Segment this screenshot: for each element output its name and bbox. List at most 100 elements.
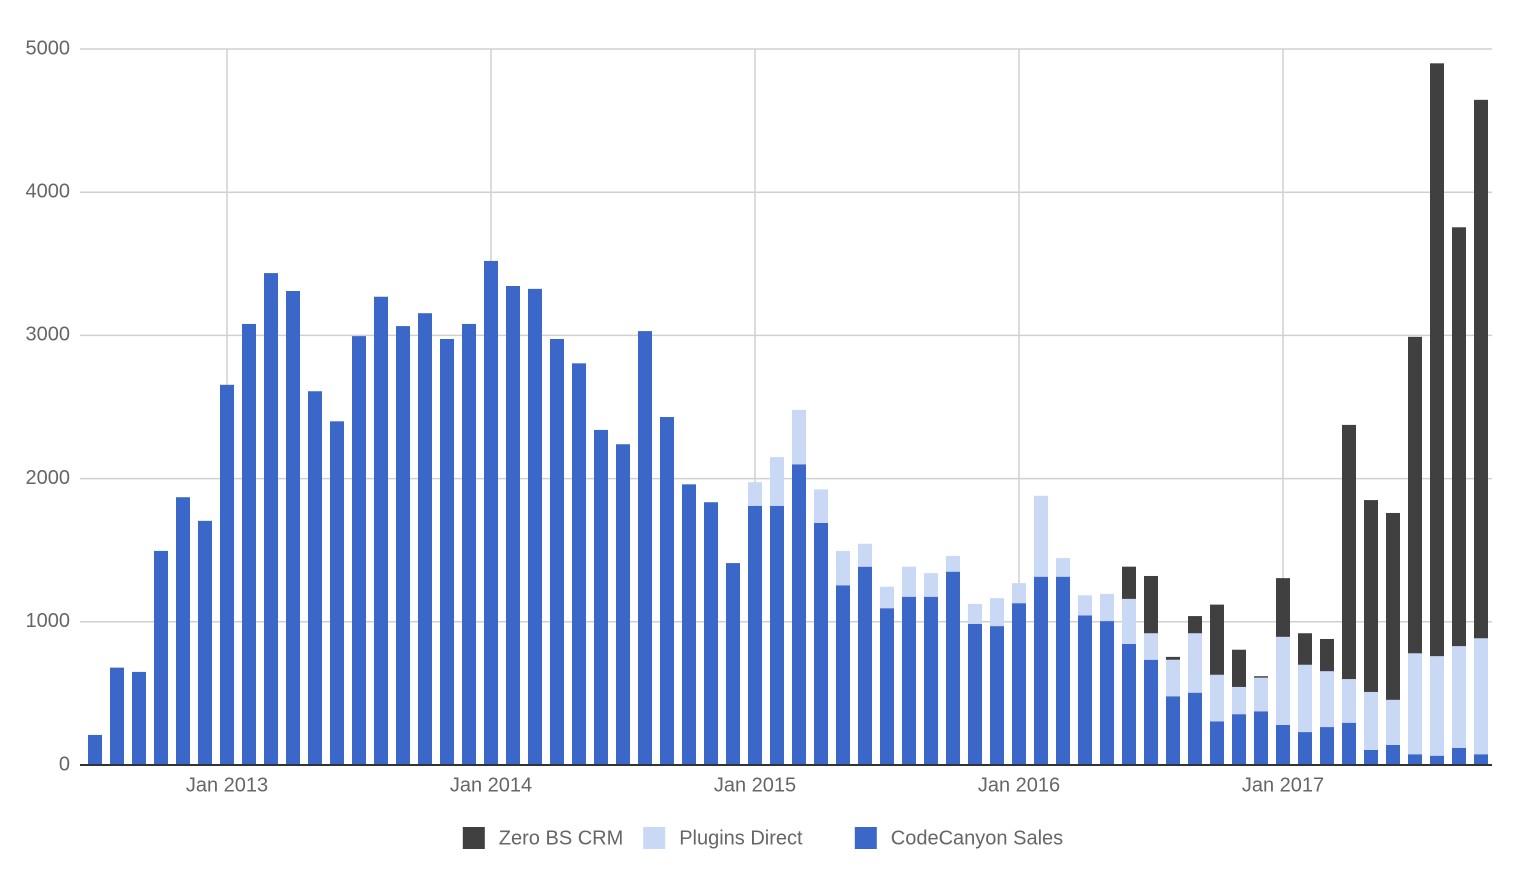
bar-segment <box>462 323 476 765</box>
bar-segment <box>1408 754 1422 765</box>
bar-segment <box>946 571 960 765</box>
bar-segment <box>1012 603 1026 765</box>
bar-segment <box>726 563 740 765</box>
bar-segment <box>1364 500 1378 692</box>
bar-segment <box>264 273 278 765</box>
bar-segment <box>1144 633 1158 660</box>
bar-segment <box>1408 336 1422 654</box>
bar-segment <box>1430 63 1444 657</box>
bar-segment <box>154 550 168 765</box>
bar-segment <box>330 421 344 765</box>
y-tick-label: 3000 <box>26 324 71 346</box>
bar-segment <box>1320 638 1334 672</box>
legend-label: Zero BS CRM <box>499 827 623 849</box>
bar-segment <box>792 464 806 765</box>
bar-segment <box>1232 649 1246 687</box>
bar-segment <box>1210 721 1224 765</box>
bar-segment <box>1078 595 1092 616</box>
bar-segment <box>638 331 652 765</box>
bar-segment <box>880 608 894 765</box>
bar-segment <box>1188 633 1202 693</box>
bar-segment <box>440 338 454 765</box>
bar-segment <box>88 734 102 765</box>
bar-segment <box>1342 424 1356 680</box>
bar-segment <box>1386 744 1400 765</box>
bar-segment <box>528 288 542 765</box>
bar-segment <box>550 338 564 765</box>
bar-segment <box>1474 638 1488 755</box>
bar-segment <box>1254 676 1268 678</box>
bar-segment <box>220 384 234 765</box>
bar-segment <box>1298 633 1312 665</box>
y-tick-label: 0 <box>59 753 70 775</box>
bar-segment <box>1012 583 1026 604</box>
bar-segment <box>748 505 762 765</box>
bar-segment <box>1276 578 1290 637</box>
bar-segment <box>1166 656 1180 660</box>
bar-segment <box>1474 99 1488 639</box>
bar-segment <box>858 566 872 765</box>
x-tick-label: Jan 2014 <box>450 774 532 796</box>
bar-segment <box>814 489 828 523</box>
bar-segment <box>1276 636 1290 725</box>
bar-segment <box>1188 616 1202 634</box>
y-tick-label: 1000 <box>26 610 71 632</box>
bar-segment <box>1452 227 1466 647</box>
legend-label: Plugins Direct <box>679 827 803 849</box>
legend-swatch <box>854 827 877 849</box>
bar-segment <box>110 667 124 765</box>
bar-segment <box>924 596 938 765</box>
bar-segment <box>902 566 916 597</box>
bar-segment <box>902 596 916 765</box>
bar-segment <box>1144 659 1158 765</box>
bar-segment <box>198 520 212 765</box>
bar-segment <box>1298 732 1312 765</box>
bar-segment <box>1298 664 1312 733</box>
bar-segment <box>1056 576 1070 765</box>
bar-segment <box>1210 674 1224 722</box>
y-tick-label: 2000 <box>26 467 71 489</box>
bar-segment <box>1100 593 1114 622</box>
bar-segment <box>1254 711 1268 765</box>
bar-segment <box>352 336 366 765</box>
bar-segment <box>836 550 850 586</box>
bar-segment <box>1034 576 1048 765</box>
bar-segment <box>1166 696 1180 765</box>
bar-segment <box>858 543 872 567</box>
bar-segment <box>1364 691 1378 750</box>
bar-segment <box>1320 671 1334 728</box>
bar-segment <box>682 484 696 765</box>
bar-segment <box>924 573 938 597</box>
bar-segment <box>1430 755 1444 765</box>
bar-segment <box>1342 722 1356 765</box>
bar-segment <box>484 260 498 765</box>
bar-segment <box>770 505 784 765</box>
legend-swatch <box>643 827 666 849</box>
bar-segment <box>660 417 674 765</box>
bar-segment <box>1122 598 1136 644</box>
bar-segment <box>968 623 982 765</box>
bar-segment <box>770 457 784 506</box>
bar-segment <box>242 323 256 765</box>
bar-segment <box>1386 699 1400 745</box>
bar-segment <box>132 671 146 765</box>
bar-segment <box>880 586 894 609</box>
bar-segment <box>396 326 410 765</box>
bar-segment <box>1276 724 1290 765</box>
bar-segment <box>1122 643 1136 765</box>
bar-segment <box>1100 621 1114 765</box>
bar-segment <box>1408 653 1422 755</box>
bar-segment <box>1342 679 1356 723</box>
bar-segment <box>968 603 982 624</box>
bar-segment <box>1056 558 1070 577</box>
bar-segment <box>792 409 806 465</box>
x-tick-label: Jan 2015 <box>714 774 796 796</box>
x-tick-label: Jan 2016 <box>978 774 1060 796</box>
bar-segment <box>1232 686 1246 715</box>
bar-segment <box>1320 727 1334 765</box>
bar-segment <box>1210 604 1224 675</box>
bar-segment <box>814 522 828 765</box>
bar-segment <box>616 444 630 765</box>
bar-segment <box>990 626 1004 765</box>
